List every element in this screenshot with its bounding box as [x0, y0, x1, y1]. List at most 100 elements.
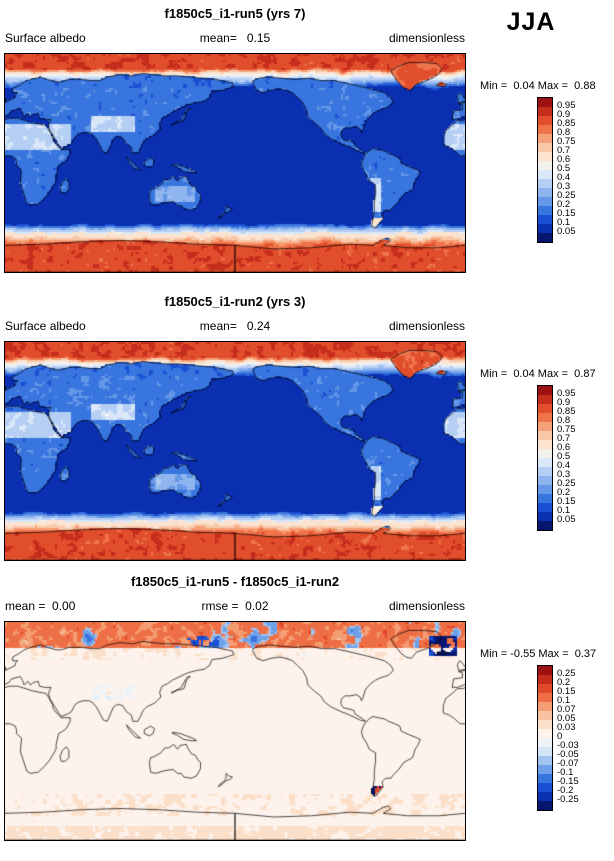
colorbar-cell — [538, 152, 552, 161]
colorbar-tick-label: 0.25 — [557, 668, 576, 679]
colorbar-cell — [538, 431, 552, 440]
colorbar-tick-label: 0.05 — [557, 226, 576, 237]
colorbar-tick-label: 0.4 — [557, 172, 571, 183]
colorbar-tick-label: 0.5 — [557, 451, 571, 462]
colorbar-cell — [538, 440, 552, 449]
colorbar-tick-label: -0.07 — [557, 758, 579, 769]
colorbar-tick-label: 0.85 — [557, 118, 576, 129]
colorbar-tick-label: 0.07 — [557, 704, 576, 715]
minmax-label: Min = -0.55 Max = 0.37 — [480, 648, 597, 660]
colorbar-cell — [538, 494, 552, 503]
colorbar-tick-label: 0.7 — [557, 433, 571, 444]
colorbar-cell — [538, 485, 552, 494]
colorbar-cell — [538, 422, 552, 431]
colorbar-cell — [538, 503, 552, 512]
colorbar-tick-label: 0.1 — [557, 695, 571, 706]
panel-title: f1850c5_i1-run5 - f1850c5_i1-run2 — [130, 574, 340, 589]
colorbar-cell — [538, 675, 552, 684]
colorbar-cell — [538, 395, 552, 404]
colorbar-tick-label: 0.8 — [557, 127, 571, 138]
variable-label: Surface albedo — [5, 31, 86, 45]
panel-title: f1850c5_i1-run2 (yrs 3) — [164, 294, 306, 309]
colorbar-tick-label: 0.5 — [557, 163, 571, 174]
colorbar-tick-label: 0.15 — [557, 208, 576, 219]
colorbar-cell — [538, 521, 552, 530]
colorbar-tick-label: 0.6 — [557, 154, 571, 165]
mean-label: mean= 0.24 — [199, 319, 271, 333]
colorbar-run5: 0.95 0.9 0.85 0.8 0.75 0.7 0.6 0.5 0.4 0.3 0.25 0.2… — [537, 97, 607, 247]
colorbar-tick-label: 0.2 — [557, 487, 571, 498]
colorbar-cell — [538, 386, 552, 395]
colorbar-tick-label: 0.3 — [557, 469, 571, 480]
colorbar-tick-label: 0.2 — [557, 199, 571, 210]
colorbar-cell — [538, 467, 552, 476]
colorbar-cell — [538, 702, 552, 711]
variable-label: Surface albedo — [5, 319, 86, 333]
panel-subheader: mean = 0.00 rmse = 0.02 dimensionless — [4, 599, 466, 615]
panel-difference: f1850c5_i1-run5 - f1850c5_i1-run2 mean =… — [0, 568, 614, 856]
mean-label: mean= 0.15 — [199, 31, 271, 45]
colorbar-tick-label: 0.9 — [557, 109, 571, 120]
colorbar-tick-label: 0.05 — [557, 713, 576, 724]
colorbar-cell — [538, 684, 552, 693]
colorbar-tick-label: 0.9 — [557, 397, 571, 408]
colorbar-cell — [538, 774, 552, 783]
colorbar-tick-label: 0.75 — [557, 424, 576, 435]
colorbar-cell — [538, 801, 552, 810]
map-difference — [4, 621, 466, 841]
colorbar-cell — [538, 738, 552, 747]
panel-subheader: Surface albedo mean= 0.24 dimensionless — [4, 319, 466, 335]
colorbar-cell — [538, 224, 552, 233]
colorbar-cell — [538, 783, 552, 792]
colorbar-cell — [538, 693, 552, 702]
colorbar-cell — [538, 458, 552, 467]
colorbar-swatches — [537, 385, 553, 531]
colorbar-tick-label: 0.6 — [557, 442, 571, 453]
colorbar-tick-label: -0.15 — [557, 776, 579, 787]
colorbar-cell — [538, 197, 552, 206]
colorbar-cell — [538, 756, 552, 765]
colorbar-tick-label: 0 — [557, 731, 563, 742]
colorbar-cell — [538, 449, 552, 458]
colorbar-tick-label: -0.2 — [557, 785, 574, 796]
colorbar-cell — [538, 476, 552, 485]
colorbar-swatches — [537, 665, 553, 811]
colorbar-cell — [538, 188, 552, 197]
colorbar-tick-label: 0.95 — [557, 388, 576, 399]
colorbar-tick-label: 0.85 — [557, 406, 576, 417]
colorbar-tick-label: -0.25 — [557, 794, 579, 805]
colorbar-cell — [538, 179, 552, 188]
colorbar-cell — [538, 404, 552, 413]
colorbar-cell — [538, 792, 552, 801]
colorbar-tick-label: 0.95 — [557, 100, 576, 111]
map-run2 — [4, 341, 466, 561]
minmax-label: Min = 0.04 Max = 0.88 — [480, 80, 596, 92]
colorbar-tick-label: 0.8 — [557, 415, 571, 426]
colorbar-tick-label: 0.15 — [557, 686, 576, 697]
colorbar-cell — [538, 233, 552, 242]
colorbar-cell — [538, 765, 552, 774]
colorbar-tick-label: 0.4 — [557, 460, 571, 471]
colorbar-cell — [538, 170, 552, 179]
colorbar-tick-label: 0.7 — [557, 145, 571, 156]
colorbar-tick-label: -0.05 — [557, 749, 579, 760]
colorbar-tick-label: 0.25 — [557, 190, 576, 201]
colorbar-cell — [538, 134, 552, 143]
mean-label: mean = 0.00 — [5, 599, 76, 613]
colorbar-swatches — [537, 97, 553, 243]
colorbar-cell — [538, 711, 552, 720]
colorbar-cell — [538, 747, 552, 756]
colorbar-cell — [538, 413, 552, 422]
colorbar-cell — [538, 215, 552, 224]
map-run5 — [4, 53, 466, 273]
colorbar-tick-label: -0.1 — [557, 767, 574, 778]
colorbar-cell — [538, 98, 552, 107]
season-label: JJA — [506, 8, 556, 36]
colorbar-cell — [538, 125, 552, 134]
panel-title: f1850c5_i1-run5 (yrs 7) — [164, 6, 306, 21]
colorbar-cell — [538, 161, 552, 170]
units-label: dimensionless — [388, 599, 465, 613]
colorbar-cell — [538, 666, 552, 675]
panel-run2: f1850c5_i1-run2 (yrs 3) Surface albedo m… — [0, 288, 614, 576]
